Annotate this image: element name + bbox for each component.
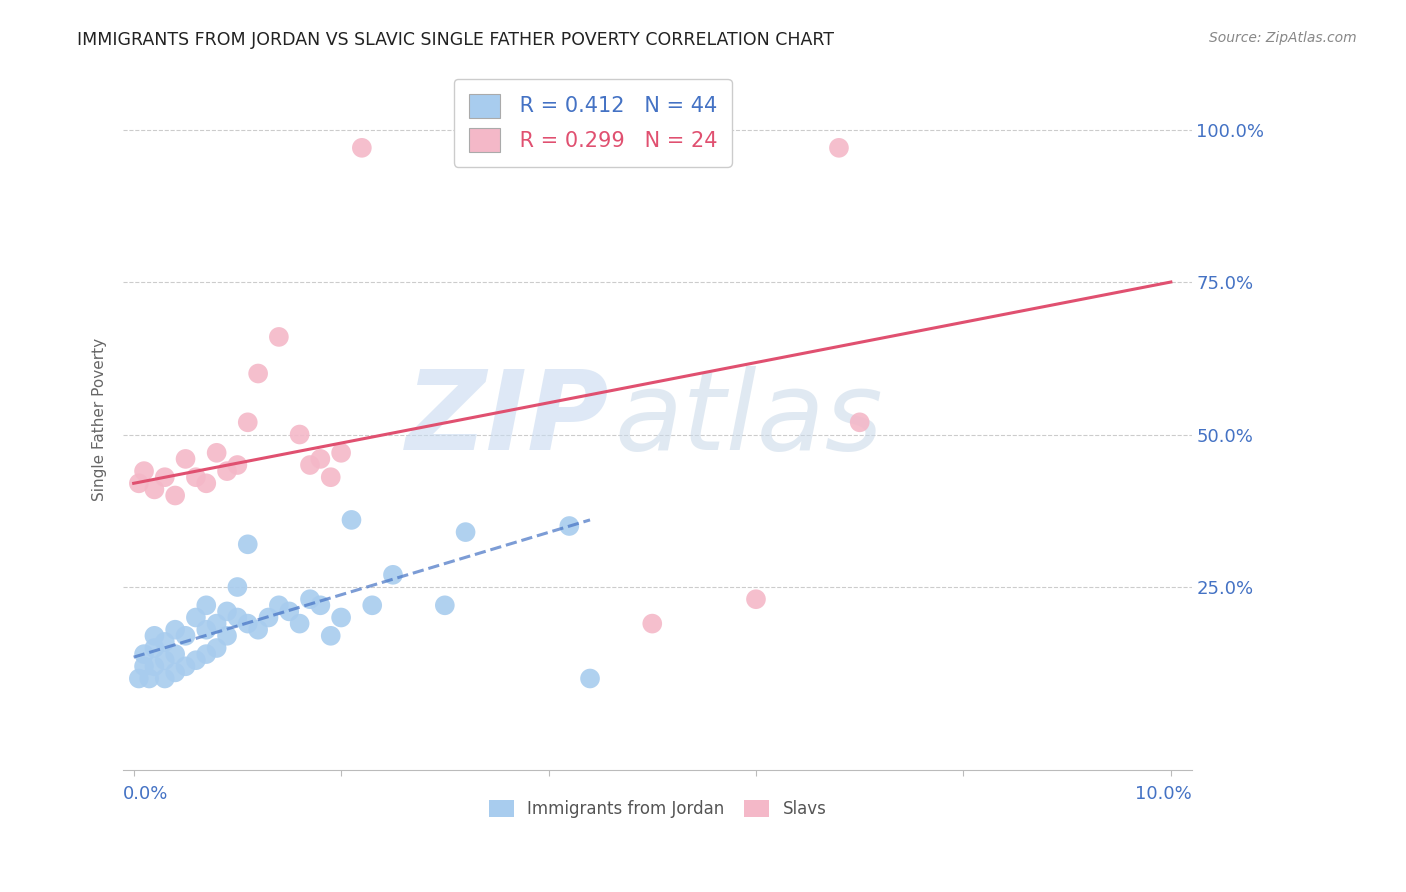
Point [454, 525, 477, 540]
Point [309, 451, 332, 466]
Point [143, 659, 166, 673]
Point [309, 599, 332, 613]
Point [247, 367, 270, 381]
Text: 10.0%: 10.0% [1135, 785, 1192, 804]
Point [215, 629, 238, 643]
Point [257, 610, 280, 624]
Point [215, 604, 238, 618]
Point [165, 489, 187, 503]
Point [340, 513, 363, 527]
Point [153, 470, 176, 484]
Point [174, 629, 197, 643]
Point [433, 599, 456, 613]
Point [215, 464, 238, 478]
Point [174, 659, 197, 673]
Point [298, 458, 321, 472]
Point [558, 519, 581, 533]
Point [195, 476, 218, 491]
Point [828, 141, 851, 155]
Point [184, 653, 207, 667]
Point [153, 672, 176, 686]
Point [195, 623, 218, 637]
Point [361, 599, 384, 613]
Point [165, 623, 187, 637]
Point [848, 415, 870, 429]
Point [143, 629, 166, 643]
Point [745, 592, 768, 607]
Point [267, 330, 290, 344]
Text: IMMIGRANTS FROM JORDAN VS SLAVIC SINGLE FATHER POVERTY CORRELATION CHART: IMMIGRANTS FROM JORDAN VS SLAVIC SINGLE … [77, 31, 834, 49]
Point [267, 599, 290, 613]
Point [205, 616, 228, 631]
Point [143, 483, 166, 497]
Text: 0.0%: 0.0% [124, 785, 169, 804]
Point [165, 665, 187, 680]
Text: Source: ZipAtlas.com: Source: ZipAtlas.com [1209, 31, 1357, 45]
Point [128, 476, 150, 491]
Point [298, 592, 321, 607]
Point [350, 141, 373, 155]
Point [226, 610, 249, 624]
Point [319, 470, 342, 484]
Point [205, 640, 228, 655]
Point [165, 647, 187, 661]
Legend: Immigrants from Jordan, Slavs: Immigrants from Jordan, Slavs [482, 793, 832, 825]
Point [381, 567, 404, 582]
Point [174, 451, 197, 466]
Point [236, 616, 259, 631]
Point [236, 537, 259, 551]
Point [288, 427, 311, 442]
Point [330, 610, 353, 624]
Y-axis label: Single Father Poverty: Single Father Poverty [93, 338, 107, 500]
Point [226, 580, 249, 594]
Point [184, 470, 207, 484]
Point [579, 672, 602, 686]
Point [132, 659, 155, 673]
Point [132, 647, 155, 661]
Point [195, 599, 218, 613]
Point [641, 616, 664, 631]
Point [153, 653, 176, 667]
Point [226, 458, 249, 472]
Point [138, 672, 160, 686]
Point [319, 629, 342, 643]
Point [132, 464, 155, 478]
Point [330, 446, 353, 460]
Point [278, 604, 301, 618]
Point [153, 635, 176, 649]
Point [184, 610, 207, 624]
Point [205, 446, 228, 460]
Point [247, 623, 270, 637]
Point [195, 647, 218, 661]
Point [128, 672, 150, 686]
Text: ZIP: ZIP [406, 366, 609, 473]
Point [143, 640, 166, 655]
Point [236, 415, 259, 429]
Text: atlas: atlas [614, 366, 883, 473]
Point [288, 616, 311, 631]
